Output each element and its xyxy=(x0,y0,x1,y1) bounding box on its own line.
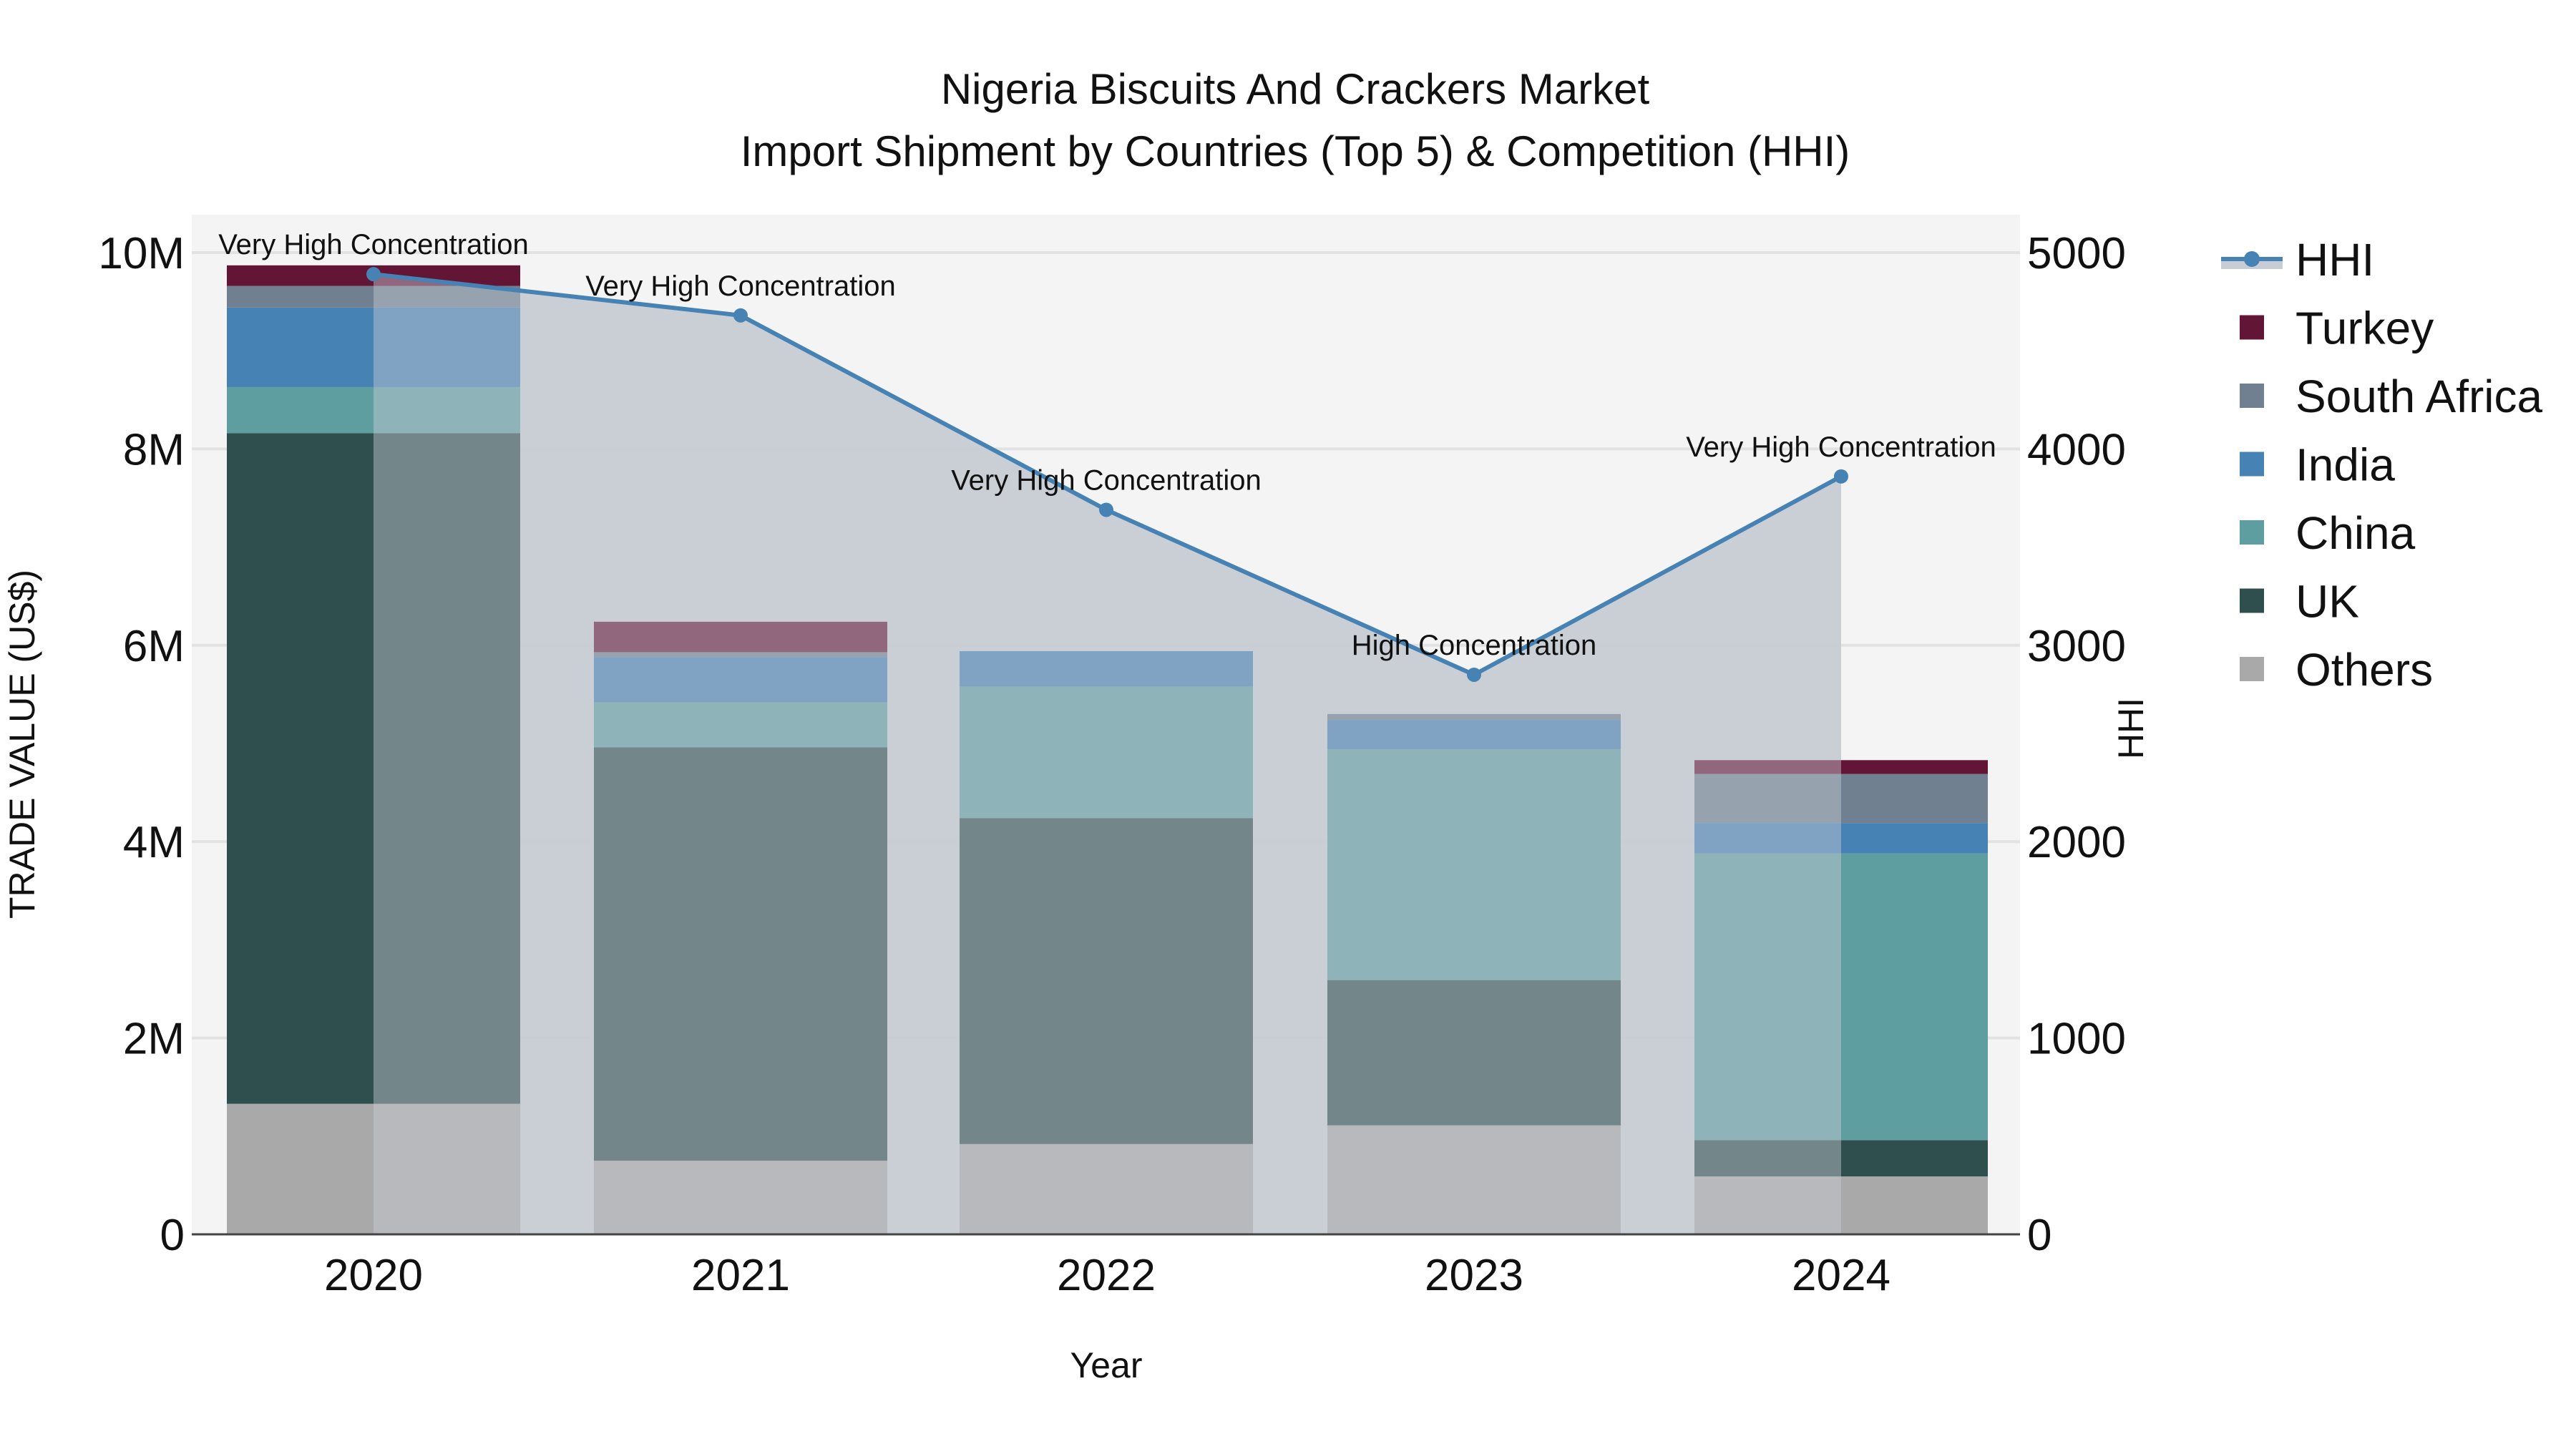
chart-title-line2: Import Shipment by Countries (Top 5) & C… xyxy=(741,127,1850,175)
chart-title-line1: Nigeria Biscuits And Crackers Market xyxy=(941,65,1650,113)
y-right-tick-label: 2000 xyxy=(2027,818,2126,867)
legend-label: UK xyxy=(2296,576,2359,628)
x-axis-title: Year xyxy=(1070,1345,1142,1385)
bar-stack-2024 xyxy=(1694,760,1988,1234)
legend-label: South Africa xyxy=(2296,371,2543,422)
legend: HHI Turkey South Africa India China UK Others xyxy=(2221,234,2543,696)
x-tick-label: 2021 xyxy=(691,1251,790,1300)
hhi-annotations: Very High Concentration Very High Concent… xyxy=(218,229,1996,661)
bar-stack-2021 xyxy=(594,621,887,1234)
y-left-tick-label: 6M xyxy=(123,622,185,671)
legend-swatch-icon xyxy=(2240,520,2264,545)
legend-item-hhi[interactable]: HHI xyxy=(2221,234,2374,286)
bar-segment-others xyxy=(1694,1176,1988,1234)
bar-segment-india xyxy=(227,307,520,387)
y-left-tick-label: 8M xyxy=(123,425,185,474)
y-left-tick-label: 10M xyxy=(98,229,185,278)
bar-stack-2022 xyxy=(960,651,1253,1234)
hhi-marker xyxy=(1099,502,1113,517)
legend-item-uk[interactable]: UK xyxy=(2240,576,2359,628)
bar-segment-others xyxy=(594,1161,887,1234)
y-right-tick-label: 4000 xyxy=(2027,425,2126,474)
bar-segment-india xyxy=(594,657,887,703)
bar-segment-south-africa xyxy=(1327,713,1621,721)
hhi-area-overlay xyxy=(374,274,1841,1235)
bar-segment-others xyxy=(1327,1125,1621,1234)
legend-swatch-icon xyxy=(2240,588,2264,613)
hhi-annotation: Very High Concentration xyxy=(951,464,1262,496)
hhi-marker xyxy=(1834,469,1848,484)
legend-item-others[interactable]: Others xyxy=(2240,644,2433,696)
bar-segment-china xyxy=(594,702,887,748)
legend-item-south-africa[interactable]: South Africa xyxy=(2240,371,2543,422)
legend-label: Others xyxy=(2296,644,2433,696)
y-right-tick-label: 3000 xyxy=(2027,622,2126,671)
x-axis: 2020 2021 2022 2023 2024 xyxy=(324,1251,1890,1300)
hhi-annotation: Very High Concentration xyxy=(1686,431,1996,463)
x-tick-label: 2020 xyxy=(324,1251,423,1300)
bar-segment-china xyxy=(960,686,1253,819)
bar-segment-south-africa xyxy=(1694,774,1988,824)
hhi-marker xyxy=(1467,667,1481,682)
hhi-marker xyxy=(733,308,748,323)
bar-stack-2020 xyxy=(227,265,520,1234)
bar-segment-india xyxy=(960,651,1253,687)
x-tick-label: 2022 xyxy=(1057,1251,1156,1300)
x-tick-label: 2024 xyxy=(1792,1251,1890,1300)
bar-segment-uk xyxy=(227,433,520,1104)
bar-segment-others xyxy=(227,1103,520,1234)
legend-swatch-icon xyxy=(2240,384,2264,408)
legend-swatch-icon xyxy=(2240,657,2264,681)
legend-label: China xyxy=(2296,507,2416,559)
bar-segment-india xyxy=(1327,720,1621,750)
bar-segment-uk xyxy=(1327,980,1621,1126)
y-left-axis: 0 2M 4M 6M 8M 10M xyxy=(98,229,185,1260)
y-left-tick-label: 0 xyxy=(160,1211,185,1260)
hhi-markers xyxy=(366,267,1848,682)
x-tick-label: 2023 xyxy=(1425,1251,1523,1300)
bar-segment-others xyxy=(960,1143,1253,1234)
hhi-annotation: High Concentration xyxy=(1352,630,1596,661)
bar-segment-turkey xyxy=(594,621,887,653)
bar-segment-china xyxy=(227,386,520,434)
hhi-marker xyxy=(366,267,381,282)
hhi-annotation: Very High Concentration xyxy=(585,270,896,302)
stacked-bars xyxy=(227,265,1988,1234)
hhi-annotation: Very High Concentration xyxy=(218,229,529,260)
bar-segment-south-africa xyxy=(594,652,887,658)
bar-segment-uk xyxy=(1694,1140,1988,1177)
legend-marker-icon xyxy=(2244,251,2260,267)
y-left-axis-title: TRADE VALUE (US$) xyxy=(2,570,42,919)
bar-segment-china xyxy=(1327,749,1621,980)
legend-item-china[interactable]: China xyxy=(2240,507,2416,559)
y-right-axis: 0 1000 2000 3000 4000 5000 xyxy=(2027,229,2126,1260)
legend-label: India xyxy=(2296,439,2395,491)
legend-label: HHI xyxy=(2296,234,2374,286)
bar-stack-2023 xyxy=(1327,713,1621,1234)
bar-segment-south-africa xyxy=(227,286,520,308)
bar-segment-turkey xyxy=(1694,760,1988,774)
legend-swatch-icon xyxy=(2240,315,2264,340)
bar-segment-uk xyxy=(960,818,1253,1144)
y-right-tick-label: 0 xyxy=(2027,1211,2051,1260)
legend-swatch-icon xyxy=(2240,452,2264,477)
legend-item-turkey[interactable]: Turkey xyxy=(2240,303,2434,354)
y-right-tick-label: 5000 xyxy=(2027,229,2126,278)
y-left-tick-label: 2M xyxy=(123,1015,185,1064)
legend-label: Turkey xyxy=(2296,303,2434,354)
legend-item-india[interactable]: India xyxy=(2240,439,2395,491)
bar-segment-china xyxy=(1694,853,1988,1141)
y-left-tick-label: 4M xyxy=(123,818,185,867)
y-right-tick-label: 1000 xyxy=(2027,1015,2126,1064)
bar-segment-uk xyxy=(594,747,887,1161)
bar-segment-india xyxy=(1694,823,1988,854)
y-right-axis-title: HHI xyxy=(2111,698,2151,759)
